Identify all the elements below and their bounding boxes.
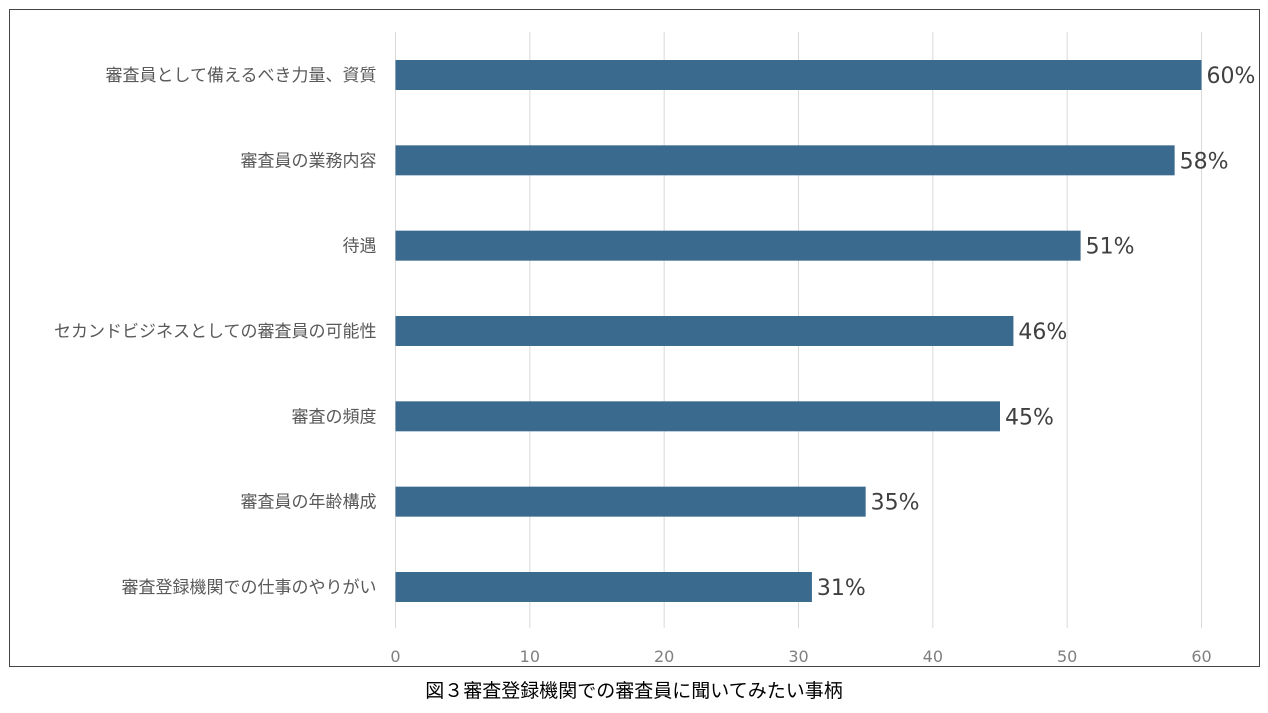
chart-frame: 審査員として備えるべき力量、資質 60% 審査員の業務内容 58% 待遇 51% セカンドビ… [9,9,1260,667]
data-label: 46% [1018,320,1067,345]
data-label: 45% [1005,405,1054,430]
data-label: 60% [1207,64,1256,89]
x-tick-label: 10 [520,647,540,666]
x-tick-label: 60 [1191,647,1211,666]
figure-caption: 図３審査登録機関での審査員に聞いてみたい事柄 [425,680,843,702]
data-label: 31% [817,576,866,601]
bar [395,486,866,517]
data-label: 35% [871,491,920,516]
category-label: 審査の頻度 [292,407,377,427]
category-label: 審査員として備えるべき力量、資質 [106,66,377,86]
bar-chart: 審査員として備えるべき力量、資質 60% 審査員の業務内容 58% 待遇 51% セカンドビ… [54,32,1256,666]
category-label: 審査員の年齢構成 [241,493,377,513]
x-tick-label: 30 [788,647,808,666]
x-tick-label: 50 [1057,647,1077,666]
bar [395,401,1000,432]
x-tick-label: 0 [390,647,400,666]
category-label: 審査員の業務内容 [241,151,377,171]
data-label: 58% [1180,149,1229,174]
bar [395,230,1081,261]
bar [395,60,1202,90]
bar [395,145,1175,176]
data-label: 51% [1086,235,1135,260]
category-label: 待遇 [343,237,377,257]
x-tick-label: 20 [654,647,674,666]
category-label: 審査登録機関での仕事のやりがい [122,578,377,598]
category-label: セカンドビジネスとしての審査員の可能性 [54,322,377,342]
bar [395,315,1014,346]
bar [395,571,812,602]
x-tick-label: 40 [923,647,943,666]
